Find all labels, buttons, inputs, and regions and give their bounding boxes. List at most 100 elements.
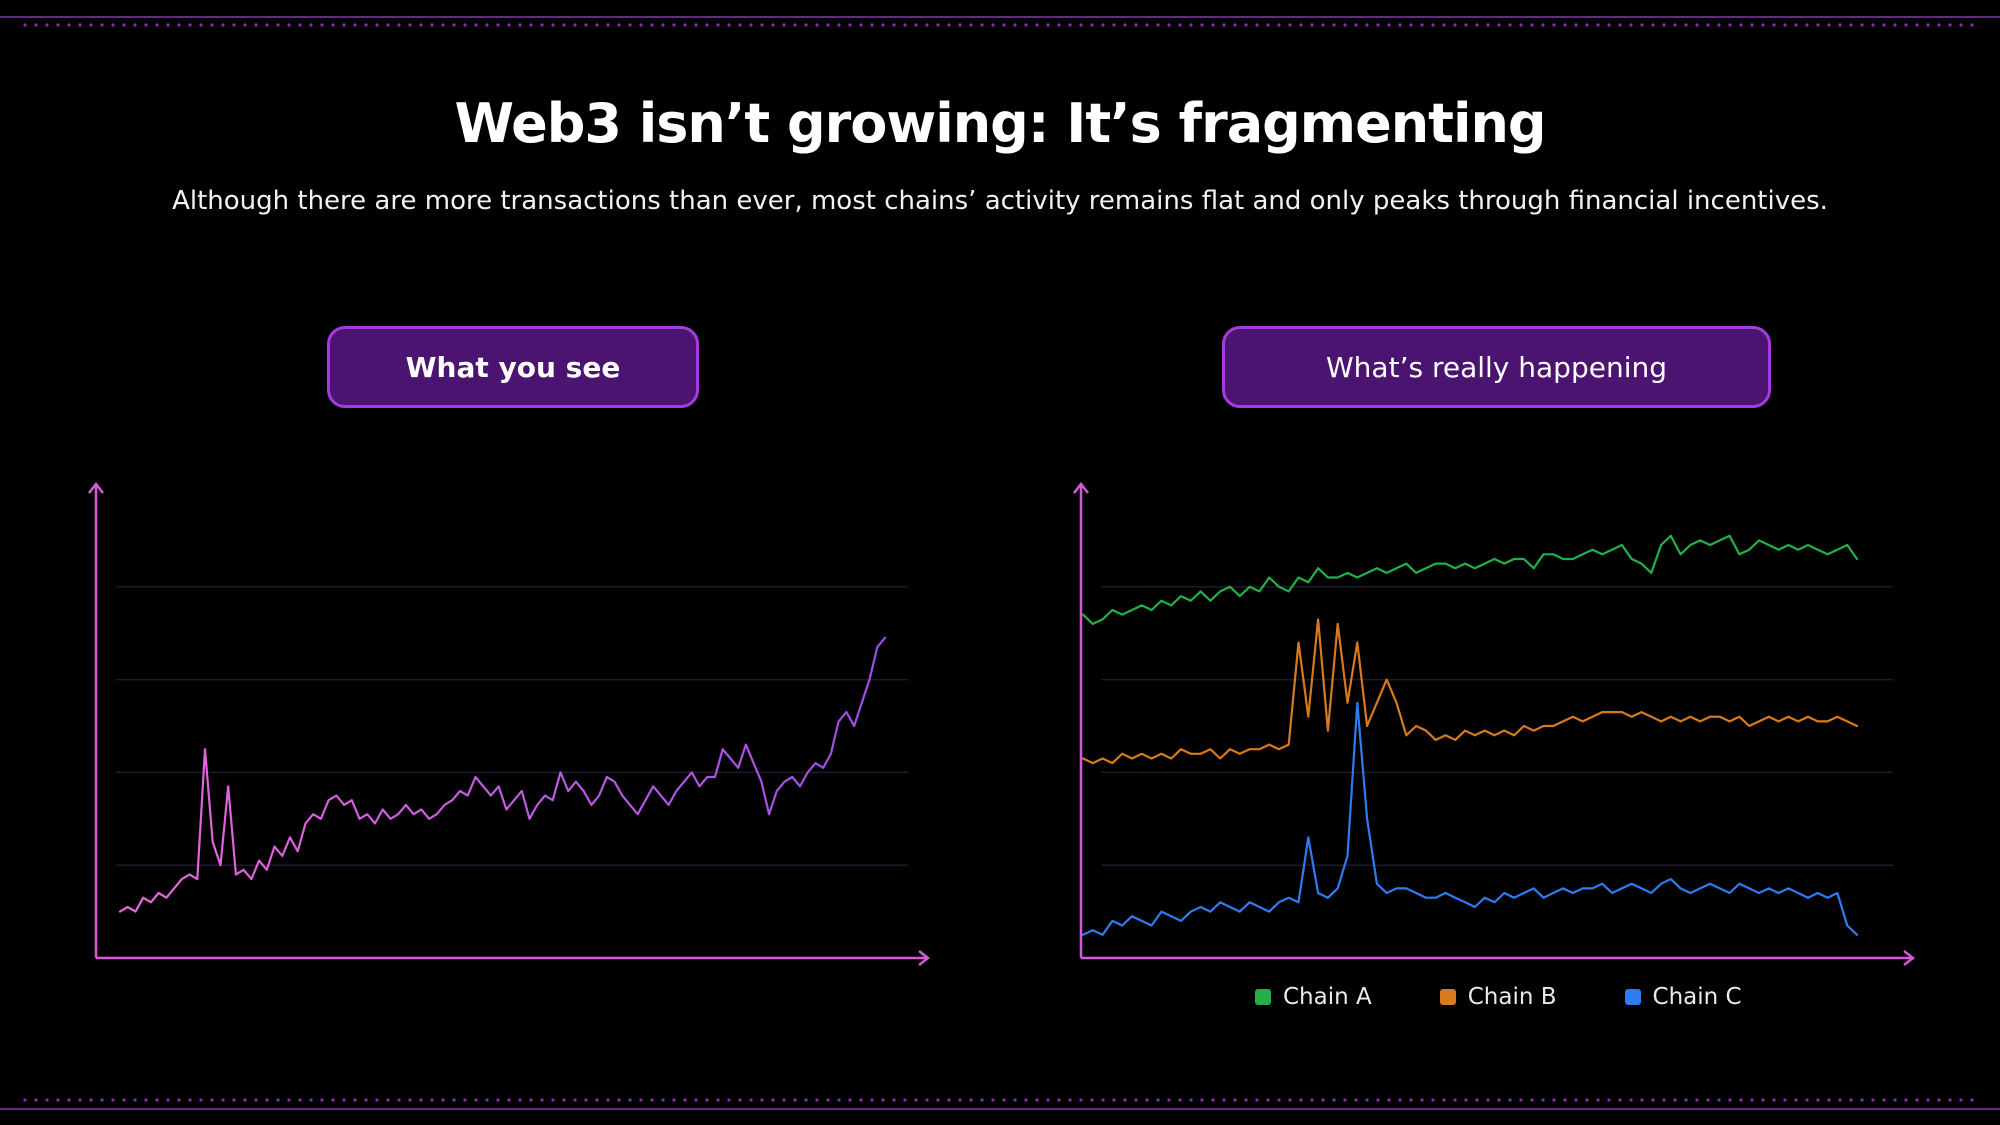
border-dot (1068, 23, 1072, 27)
border-dot (1563, 1098, 1567, 1102)
border-dot (1090, 23, 1094, 27)
border-dot (672, 1098, 676, 1102)
border-dot (1123, 23, 1127, 27)
border-dot (1970, 23, 1974, 27)
border-dot (485, 1098, 489, 1102)
border-dot (1673, 23, 1677, 27)
border-dot (1706, 23, 1710, 27)
border-dot (1629, 1098, 1633, 1102)
border-dot (859, 1098, 863, 1102)
border-dot (144, 23, 148, 27)
border-dot (1167, 1098, 1171, 1102)
border-dot (408, 23, 412, 27)
border-dot (1838, 1098, 1842, 1102)
border-dot (1200, 23, 1204, 27)
border-dot (1046, 23, 1050, 27)
border-dot (1827, 1098, 1831, 1102)
border-dot (947, 23, 951, 27)
border-dot (1926, 23, 1930, 27)
border-dot (760, 1098, 764, 1102)
border-dot (1530, 23, 1534, 27)
border-dot (1706, 1098, 1710, 1102)
border-dot (1365, 23, 1369, 27)
border-dot (1024, 23, 1028, 27)
border-dot (705, 1098, 709, 1102)
border-dot (1937, 1098, 1941, 1102)
border-dot (727, 23, 731, 27)
border-dot (606, 1098, 610, 1102)
border-dot (1959, 1098, 1963, 1102)
border-dot (650, 23, 654, 27)
border-dot (111, 23, 115, 27)
border-dot (1167, 23, 1171, 27)
border-dot (1585, 1098, 1589, 1102)
border-dot (309, 1098, 313, 1102)
border-dot (1772, 23, 1776, 27)
border-dot (958, 1098, 962, 1102)
border-dot (188, 23, 192, 27)
border-dot (1871, 1098, 1875, 1102)
border-dot (1860, 23, 1864, 27)
bottom-dot-border (23, 1098, 1974, 1102)
border-dot (298, 1098, 302, 1102)
border-dot (1431, 23, 1435, 27)
border-dot (716, 23, 720, 27)
border-dot (1486, 23, 1490, 27)
border-dot (1893, 23, 1897, 27)
border-dot (188, 1098, 192, 1102)
border-dot (1211, 23, 1215, 27)
border-dot (1024, 1098, 1028, 1102)
border-dot (815, 1098, 819, 1102)
border-dot (287, 23, 291, 27)
border-dot (881, 1098, 885, 1102)
border-dot (848, 1098, 852, 1102)
border-dot (529, 1098, 533, 1102)
border-dot (859, 23, 863, 27)
border-dot (1145, 1098, 1149, 1102)
border-dot (1629, 23, 1633, 27)
border-dot (936, 1098, 940, 1102)
border-dot (1761, 23, 1765, 27)
border-dot (1805, 23, 1809, 27)
border-dot (1310, 23, 1314, 27)
border-dot (793, 23, 797, 27)
border-dot (155, 23, 159, 27)
border-dot (1596, 23, 1600, 27)
border-dot (56, 23, 60, 27)
border-dot (1508, 23, 1512, 27)
border-dot (738, 23, 742, 27)
border-dot (551, 23, 555, 27)
border-dot (1288, 1098, 1292, 1102)
border-dot (1387, 1098, 1391, 1102)
border-dot (540, 23, 544, 27)
border-dot (881, 23, 885, 27)
what-you-see-label: What you see (327, 326, 699, 408)
border-dot (903, 23, 907, 27)
border-dot (716, 1098, 720, 1102)
border-dot (1343, 1098, 1347, 1102)
border-dot (1904, 1098, 1908, 1102)
border-dot (518, 1098, 522, 1102)
border-dot (617, 23, 621, 27)
border-dot (408, 1098, 412, 1102)
border-dot (144, 1098, 148, 1102)
border-dot (1684, 1098, 1688, 1102)
border-dot (1497, 23, 1501, 27)
border-dot (1376, 23, 1380, 27)
border-dot (1970, 1098, 1974, 1102)
border-dot (1618, 1098, 1622, 1102)
border-dot (1607, 1098, 1611, 1102)
border-dot (771, 1098, 775, 1102)
border-dot (1409, 23, 1413, 27)
border-dot (111, 1098, 115, 1102)
border-dot (474, 1098, 478, 1102)
border-dot (1948, 23, 1952, 27)
border-dot (1035, 1098, 1039, 1102)
border-dot (1464, 23, 1468, 27)
border-dot (1464, 1098, 1468, 1102)
border-dot (1376, 1098, 1380, 1102)
border-dot (771, 23, 775, 27)
border-dot (199, 23, 203, 27)
border-dot (1882, 1098, 1886, 1102)
border-dot (386, 1098, 390, 1102)
